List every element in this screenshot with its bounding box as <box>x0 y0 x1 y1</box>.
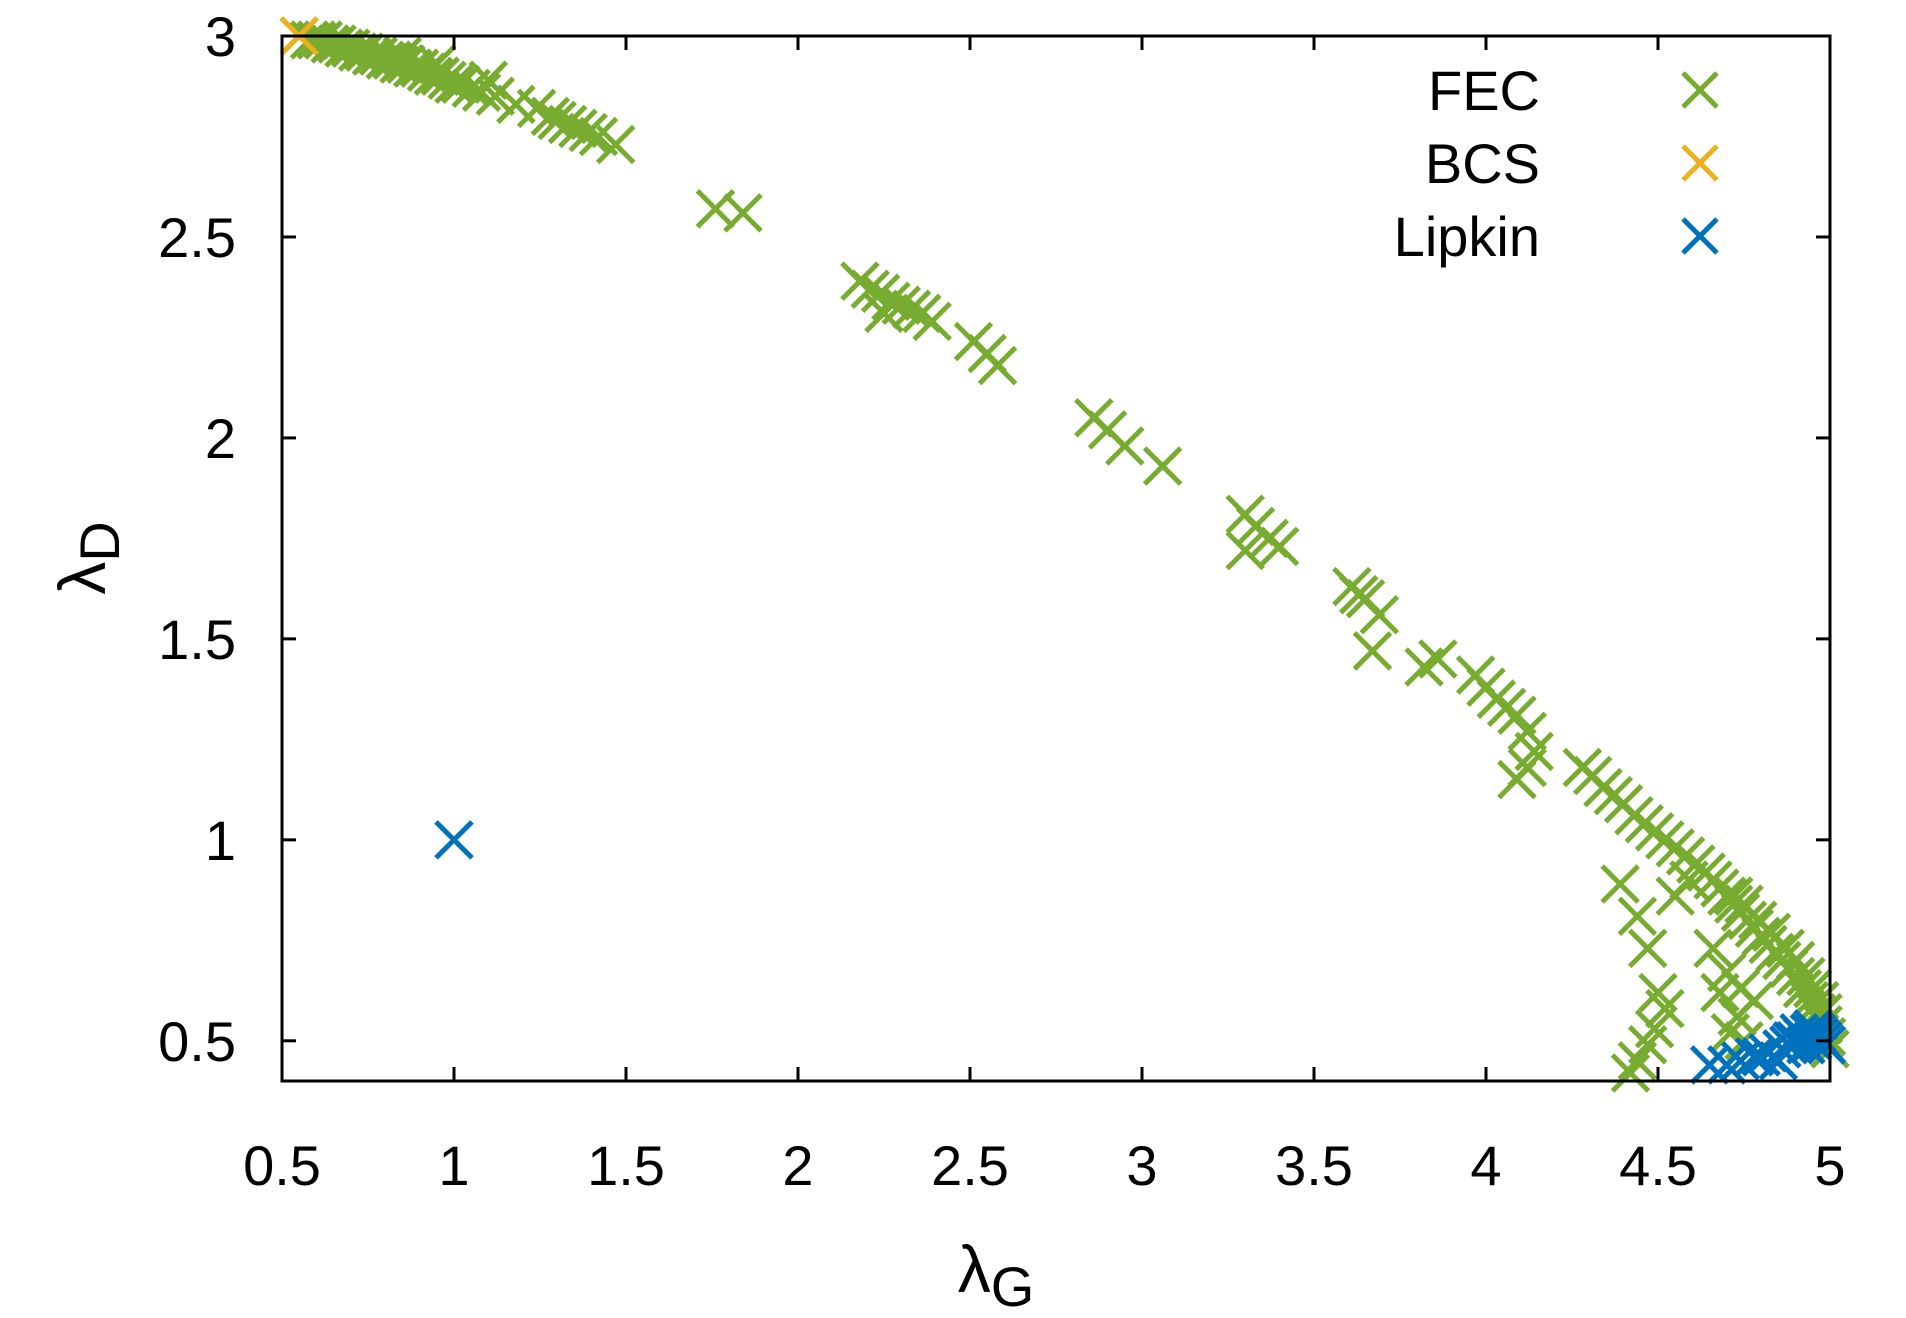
data-point-fec <box>1786 956 1826 997</box>
x-tick-label: 2 <box>782 1134 813 1197</box>
legend-marker-bcs <box>1681 144 1719 182</box>
data-point-fec <box>1693 928 1733 969</box>
data-point-fec <box>871 281 911 322</box>
data-point-fec <box>1669 860 1709 900</box>
x-tick-label: 4 <box>1470 1134 1501 1197</box>
x-tick-label: 5 <box>1814 1134 1845 1197</box>
data-point-fec <box>1617 1041 1658 1081</box>
data-point-fec <box>1259 526 1300 567</box>
data-point-fec <box>1418 639 1458 679</box>
data-point-lipkin <box>1734 1037 1775 1077</box>
x-tick-label: 1 <box>438 1134 469 1197</box>
data-point-fec <box>468 60 509 100</box>
data-point-fec <box>461 72 502 113</box>
data-point-lipkin <box>434 820 474 860</box>
data-point-fec <box>1734 980 1775 1021</box>
data-point-fec <box>547 104 588 145</box>
x-tick-label: 3.5 <box>1275 1134 1353 1197</box>
data-point-fec <box>558 108 598 149</box>
legend-marker-fec <box>1681 71 1719 109</box>
data-point-fec <box>1105 426 1145 466</box>
y-axis-label: λD <box>45 521 131 594</box>
x-tick-label: 2.5 <box>931 1134 1009 1197</box>
y-tick-label: 1.5 <box>158 608 236 671</box>
data-point-fec <box>1359 595 1400 635</box>
x-tick-label: 1.5 <box>587 1134 665 1197</box>
y-tick-label: 0.5 <box>158 1010 236 1073</box>
y-tick-label: 2 <box>205 407 236 470</box>
data-point-fec <box>537 100 577 141</box>
data-point-fec <box>1225 530 1265 571</box>
data-point-fec <box>1627 928 1668 969</box>
data-point-fec <box>977 345 1018 386</box>
series-lipkin <box>434 820 1847 1085</box>
axis-ticks <box>280 34 1832 1081</box>
data-point-fec <box>1352 631 1393 671</box>
data-point-fec <box>912 301 952 342</box>
data-point-fec <box>417 44 457 84</box>
data-point-lipkin <box>1741 1037 1781 1077</box>
x-tick-label: 0.5 <box>243 1134 321 1197</box>
data-point-fec <box>1793 968 1833 1009</box>
data-point-fec <box>1617 896 1658 936</box>
y-tick-label: 3 <box>205 5 236 68</box>
data-point-lipkin <box>1707 1045 1747 1085</box>
data-point-fec <box>1645 988 1685 1029</box>
legend-label-lipkin: Lipkin <box>1394 205 1540 268</box>
y-tick-labels: 0.5 1 1.5 2 2.5 3 <box>158 5 236 1073</box>
x-tick-label: 3 <box>1126 1134 1157 1197</box>
x-tick-label: 4.5 <box>1619 1134 1697 1197</box>
data-point-fec <box>1497 759 1537 800</box>
y-tick-label: 2.5 <box>158 206 236 269</box>
y-tick-label: 1 <box>205 809 236 872</box>
legend-label-bcs: BCS <box>1425 132 1540 195</box>
x-axis-label: λG <box>958 1232 1035 1318</box>
data-point-fec <box>1610 1053 1651 1093</box>
plot-frame <box>280 34 1832 1083</box>
data-point-fec <box>1600 864 1640 904</box>
x-tick-labels: 0.5 1 1.5 2 2.5 3 3.5 4 4.5 5 <box>243 1134 1846 1197</box>
legend-label-fec: FEC <box>1428 59 1540 122</box>
data-point-fec <box>864 293 904 334</box>
data-point-fec <box>595 124 636 165</box>
data-point-fec <box>1142 446 1183 486</box>
data-point-lipkin <box>1772 1021 1812 1061</box>
data-point-fec <box>1700 972 1740 1013</box>
legend-swatches <box>1681 71 1719 255</box>
legend-marker-lipkin <box>1681 217 1719 255</box>
legend: FEC BCS Lipkin <box>1394 59 1719 268</box>
data-point-fec <box>413 56 454 96</box>
data-point-fec <box>850 269 891 309</box>
series-fec <box>279 16 1850 1093</box>
data-point-fec <box>568 112 608 153</box>
data-point-fec <box>382 36 423 76</box>
data-point-fec <box>723 193 763 233</box>
